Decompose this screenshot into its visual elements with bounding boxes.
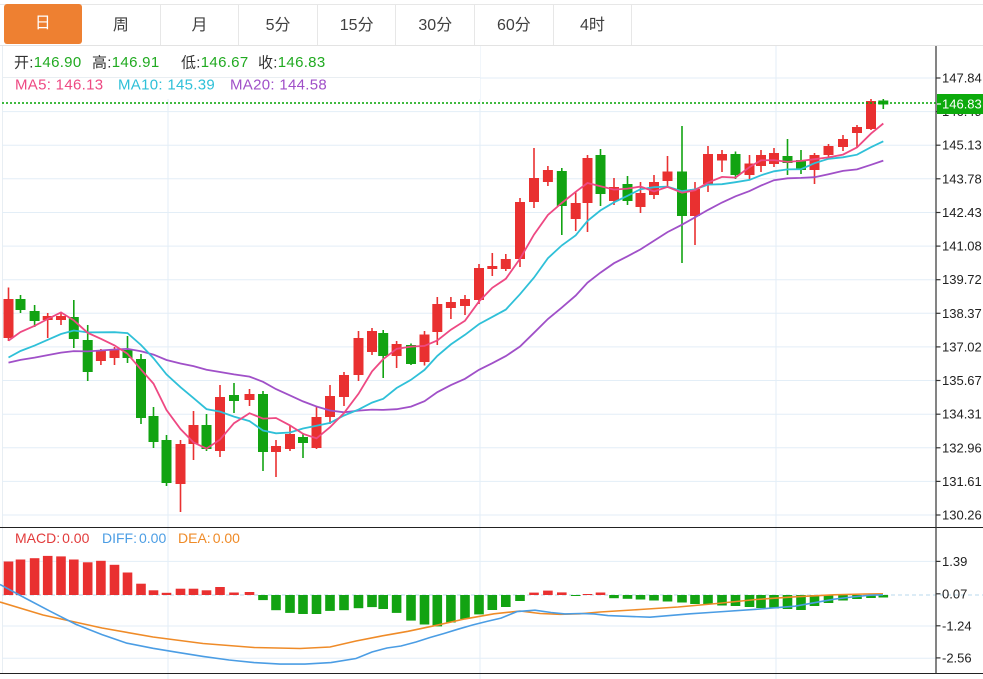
svg-text:145.13: 145.13 [942,138,982,153]
svg-text:130.26: 130.26 [942,508,982,523]
svg-text:147.84: 147.84 [942,71,982,86]
svg-text:138.37: 138.37 [942,306,982,321]
svg-text:143.78: 143.78 [942,171,982,186]
svg-text:DEA:0.00: DEA: 0.00 [178,530,240,546]
svg-text:135.67: 135.67 [942,373,982,388]
svg-text:137.02: 137.02 [942,339,982,354]
svg-text:132.96: 132.96 [942,440,982,455]
svg-text:146.83: 146.83 [942,97,982,112]
svg-text:MACD:0.00: MACD: 0.00 [15,530,90,546]
svg-text:142.43: 142.43 [942,205,982,220]
svg-text:131.61: 131.61 [942,474,982,489]
svg-text:139.72: 139.72 [942,272,982,287]
svg-text:DIFF:0.00: DIFF: 0.00 [102,530,166,546]
svg-text:1.39: 1.39 [942,554,967,569]
svg-text:141.08: 141.08 [942,239,982,254]
svg-text:0.07: 0.07 [942,586,967,601]
svg-text:-2.56: -2.56 [942,650,972,665]
svg-text:134.31: 134.31 [942,407,982,422]
svg-text:-1.24: -1.24 [942,618,972,633]
